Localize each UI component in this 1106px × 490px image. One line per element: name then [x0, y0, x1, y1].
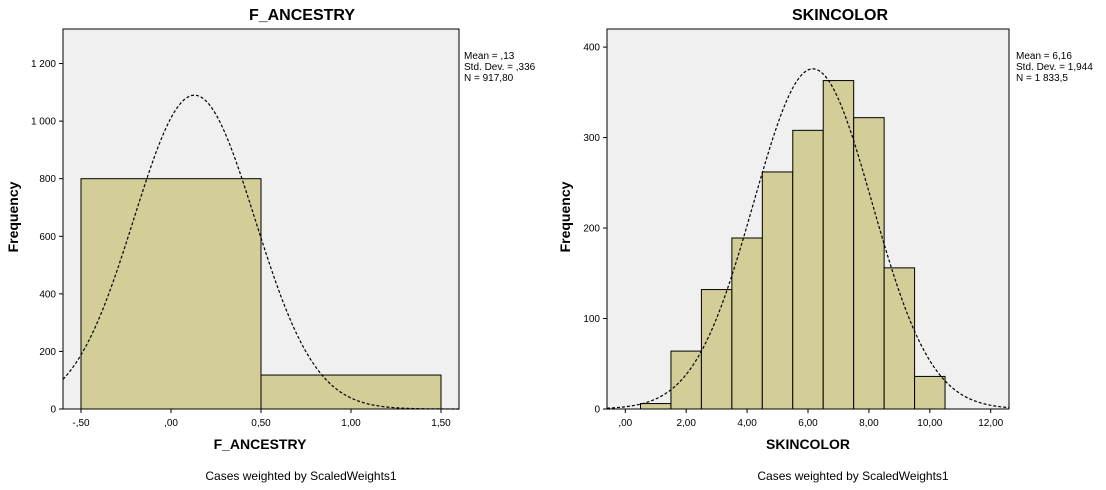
histogram-bar-9	[914, 375, 946, 410]
y-tick-label: 1 000	[31, 117, 56, 128]
chart-title: F_ANCESTRY	[249, 7, 355, 24]
normal-curve	[62, 94, 460, 410]
histogram-bar-3	[731, 237, 763, 410]
x-tick-label: 0,50	[251, 418, 271, 429]
histogram-bar-4	[761, 171, 794, 410]
y-tick-label: 0	[594, 405, 600, 416]
y-tick-label: 200	[583, 224, 600, 235]
histogram-skincolor: SKINCOLOR SKINCOLOR Frequency Mean = 6,1…	[557, 7, 1093, 483]
y-tick-label: 100	[583, 314, 600, 325]
y-axis-title: Frequency	[5, 181, 21, 252]
y-tick-label: 600	[39, 232, 56, 243]
histogram-bar-1	[260, 374, 442, 410]
x-tick-label: 1,00	[341, 418, 361, 429]
x-tick-label: 4,00	[737, 418, 757, 429]
y-axis-title: Frequency	[557, 181, 573, 252]
stats-std-dev: Std. Dev. = 1,944	[1016, 62, 1093, 73]
histogram-bar-0	[80, 178, 262, 410]
stats-n: N = 917,80	[464, 73, 514, 84]
x-tick-label: -,50	[72, 418, 90, 429]
stats-mean: Mean = ,13	[464, 51, 515, 62]
histogram-bar-6	[822, 80, 855, 410]
y-tick-label: 400	[39, 289, 56, 300]
stats-n: N = 1 833,5	[1016, 73, 1068, 84]
y-tick-label: 300	[583, 133, 600, 144]
footnote: Cases weighted by ScaledWeights1	[757, 469, 949, 483]
x-tick-label: ,00	[164, 418, 178, 429]
x-tick-label: 12,00	[978, 418, 1003, 429]
chart-title: SKINCOLOR	[792, 7, 888, 24]
y-tick-label: 800	[39, 174, 56, 185]
x-axis-title: SKINCOLOR	[766, 436, 850, 452]
histogram-bar-2	[700, 289, 733, 410]
x-tick-label: 1,50	[431, 418, 451, 429]
histogram-bar-5	[792, 129, 824, 410]
histogram-bar-7	[853, 117, 885, 410]
y-tick-label: 400	[583, 43, 600, 54]
histogram-bar-0	[640, 403, 672, 410]
y-tick-label: 200	[39, 347, 56, 358]
histogram-bar-8	[883, 267, 916, 410]
y-tick-label: 1 200	[31, 59, 56, 70]
x-tick-label: 6,00	[798, 418, 818, 429]
stats-std-dev: Std. Dev. = ,336	[464, 62, 536, 73]
y-tick-label: 0	[50, 405, 56, 416]
histogram-f-ancestry: F_ANCESTRY F_ANCESTRY Frequency Mean = ,…	[5, 7, 536, 483]
x-axis-title: F_ANCESTRY	[214, 436, 307, 452]
x-tick-label: 10,00	[917, 418, 942, 429]
x-tick-label: 2,00	[676, 418, 696, 429]
x-tick-label: ,00	[618, 418, 632, 429]
normal-curve	[606, 68, 1010, 409]
stats-mean: Mean = 6,16	[1016, 51, 1072, 62]
x-tick-label: 8,00	[859, 418, 879, 429]
footnote: Cases weighted by ScaledWeights1	[205, 469, 397, 483]
